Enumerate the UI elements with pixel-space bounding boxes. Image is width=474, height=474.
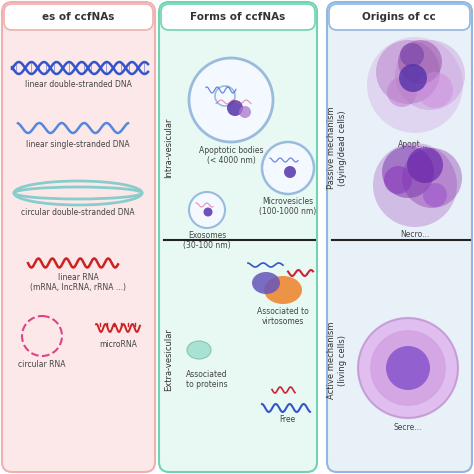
Ellipse shape (264, 276, 302, 304)
Circle shape (239, 106, 251, 118)
Text: Microvesicles
(100-1000 nm): Microvesicles (100-1000 nm) (259, 197, 317, 217)
Ellipse shape (187, 341, 211, 359)
Circle shape (402, 148, 462, 208)
Text: Associated
to proteins: Associated to proteins (186, 370, 228, 390)
Text: Forms of ccfNAs: Forms of ccfNAs (191, 12, 286, 22)
Circle shape (417, 72, 453, 108)
Text: linear RNA
(mRNA, lncRNA, rRNA ...): linear RNA (mRNA, lncRNA, rRNA ...) (30, 273, 126, 292)
Circle shape (358, 318, 458, 418)
Circle shape (407, 147, 443, 183)
Text: Necro...: Necro... (401, 230, 429, 239)
Circle shape (395, 40, 465, 110)
Circle shape (203, 208, 212, 217)
Circle shape (284, 166, 296, 178)
Text: Associated to
virtosomes: Associated to virtosomes (257, 307, 309, 327)
Circle shape (386, 346, 430, 390)
FancyBboxPatch shape (329, 4, 470, 30)
Text: Free: Free (279, 415, 295, 424)
Text: circular RNA: circular RNA (18, 360, 66, 369)
Text: Apoptotic bodies
(< 4000 nm): Apoptotic bodies (< 4000 nm) (199, 146, 263, 165)
Text: Passive mechanism
(dying/dead cells): Passive mechanism (dying/dead cells) (328, 107, 346, 189)
Circle shape (387, 77, 417, 107)
Circle shape (400, 43, 424, 67)
FancyBboxPatch shape (161, 4, 315, 30)
Text: Secre...: Secre... (394, 423, 422, 432)
FancyBboxPatch shape (159, 2, 317, 472)
FancyBboxPatch shape (327, 2, 472, 472)
Text: Extra-vesicular: Extra-vesicular (164, 328, 173, 392)
Text: es of ccfNAs: es of ccfNAs (42, 12, 114, 22)
Circle shape (382, 146, 434, 198)
Text: Apopt...: Apopt... (398, 140, 428, 149)
Ellipse shape (252, 272, 280, 294)
Circle shape (384, 166, 412, 194)
Circle shape (262, 142, 314, 194)
Text: linear double-stranded DNA: linear double-stranded DNA (25, 80, 131, 89)
Circle shape (189, 58, 273, 142)
Circle shape (189, 192, 225, 228)
FancyBboxPatch shape (4, 4, 153, 30)
Circle shape (399, 64, 427, 92)
Circle shape (423, 183, 447, 207)
Circle shape (376, 40, 440, 104)
FancyBboxPatch shape (2, 2, 155, 472)
Circle shape (398, 40, 442, 84)
Text: Origins of cc: Origins of cc (362, 12, 436, 22)
Circle shape (367, 37, 463, 133)
Text: Active mechanism
(living cells): Active mechanism (living cells) (328, 321, 346, 399)
Text: microRNA: microRNA (99, 340, 137, 349)
Text: linear single-stranded DNA: linear single-stranded DNA (26, 140, 130, 149)
Circle shape (373, 143, 457, 227)
Text: Exosomes
(30-100 nm): Exosomes (30-100 nm) (183, 231, 231, 250)
Circle shape (370, 330, 446, 406)
Text: Intra-vesicular: Intra-vesicular (164, 118, 173, 178)
Text: circular double-stranded DNA: circular double-stranded DNA (21, 208, 135, 217)
Circle shape (227, 100, 243, 116)
